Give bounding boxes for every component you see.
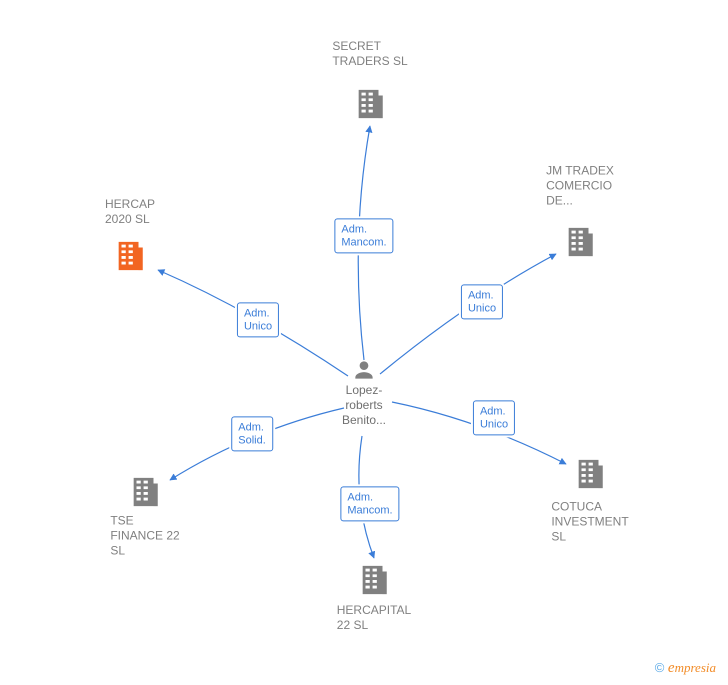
company-label: JM TRADEX COMERCIO DE... xyxy=(546,164,614,209)
edge-label: Adm. Mancom. xyxy=(340,486,399,521)
company-label: HERCAP 2020 SL xyxy=(105,197,155,227)
network-canvas: Lopez- roberts Benito... SECRET TRADERS … xyxy=(0,0,728,685)
edge-label: Adm. Solid. xyxy=(231,416,273,451)
edge-label: Adm. Unico xyxy=(237,302,279,337)
building-icon xyxy=(128,475,162,509)
company-label: SECRET TRADERS SL xyxy=(332,39,407,69)
building-icon xyxy=(563,225,597,259)
edge-label: Adm. Mancom. xyxy=(334,218,393,253)
company-label: TSE FINANCE 22 SL xyxy=(110,514,179,559)
person-icon xyxy=(351,357,377,383)
brand-name: empresia xyxy=(668,660,716,675)
center-person-label: Lopez- roberts Benito... xyxy=(342,383,386,428)
watermark: © empresia xyxy=(655,660,716,677)
building-icon xyxy=(573,457,607,491)
center-person-node[interactable]: Lopez- roberts Benito... xyxy=(342,357,386,428)
edge-label: Adm. Unico xyxy=(461,284,503,319)
edge-label: Adm. Unico xyxy=(473,400,515,435)
building-icon xyxy=(353,87,387,121)
company-label: COTUCA INVESTMENT SL xyxy=(551,500,628,545)
building-icon xyxy=(357,563,391,597)
building-icon xyxy=(113,239,147,273)
copyright-symbol: © xyxy=(655,660,665,675)
company-label: HERCAPITAL 22 SL xyxy=(337,603,411,633)
